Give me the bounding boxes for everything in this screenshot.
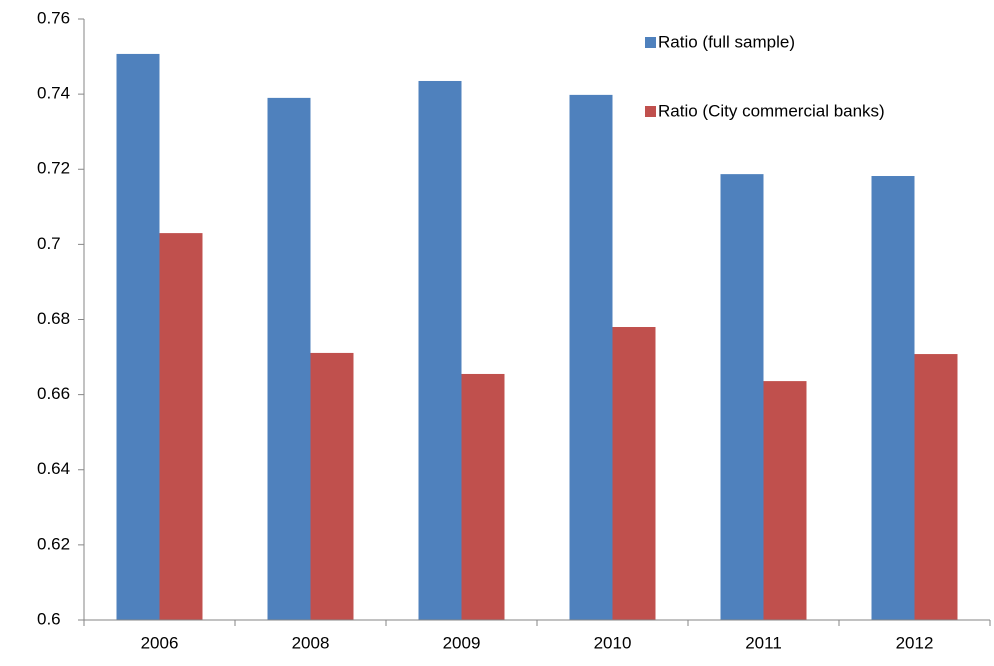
- y-tick-label: 0.74: [37, 84, 70, 103]
- x-tick-label: 2008: [292, 633, 330, 652]
- y-tick-label: 0.76: [37, 8, 70, 27]
- bar: [267, 97, 311, 621]
- bar: [418, 80, 462, 620]
- x-tick-label: 2009: [443, 633, 481, 652]
- bar: [310, 352, 354, 620]
- bar: [612, 327, 656, 620]
- y-tick-label: 0.62: [37, 534, 70, 553]
- x-tick-label: 2012: [896, 633, 934, 652]
- bar: [159, 233, 203, 620]
- legend-label: Ratio (City commercial banks): [658, 101, 885, 120]
- legend-label: Ratio (full sample): [658, 32, 795, 51]
- y-tick-label: 0.6: [37, 609, 61, 628]
- bar: [720, 174, 764, 620]
- x-tick-label: 2010: [594, 633, 632, 652]
- y-tick-label: 0.64: [37, 459, 70, 478]
- y-tick-label: 0.66: [37, 384, 70, 403]
- bar: [871, 176, 915, 621]
- bar: [763, 381, 807, 620]
- y-tick-label: 0.7: [37, 234, 61, 253]
- legend-swatch: [645, 106, 656, 117]
- x-tick-label: 2011: [745, 633, 782, 652]
- bar: [461, 373, 505, 620]
- legend-swatch: [645, 37, 656, 48]
- bar: [914, 354, 958, 620]
- bar: [569, 94, 613, 621]
- bar: [116, 53, 160, 621]
- y-tick-label: 0.72: [37, 159, 70, 178]
- x-tick-label: 2006: [141, 633, 179, 652]
- y-tick-label: 0.68: [37, 309, 70, 328]
